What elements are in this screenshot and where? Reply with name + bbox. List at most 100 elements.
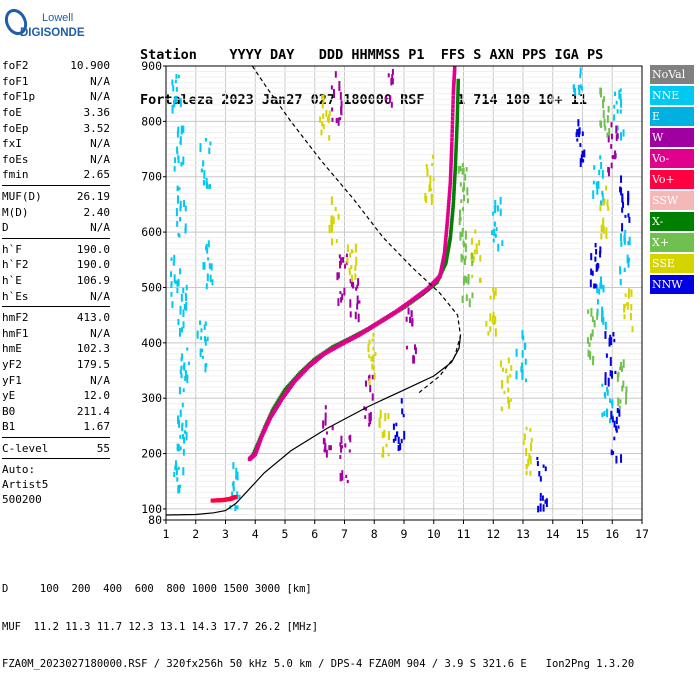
echo-mark [388,96,391,103]
echo-mark [322,94,325,104]
echo-mark [173,254,176,263]
echo-mark [327,114,330,122]
trace-mark [450,112,455,117]
trace-mark [454,145,458,150]
echo-mark [493,221,496,227]
echo-mark [619,399,622,404]
echo-mark [428,184,431,192]
echo-mark [605,227,608,231]
echo-mark [601,383,604,387]
echo-mark [339,291,342,295]
param-row: B1 1.67 [2,419,110,435]
trace-mark [455,115,460,120]
y-tick-label: 400 [141,336,162,350]
echo-mark [600,283,603,290]
trace-mark [450,133,454,138]
echo-mark [596,299,599,305]
station-header: Station YYYY DAY DDD HHMMSS P1 FFS S AXN… [140,18,603,123]
param-group-profile: hmF2 413.0 hmF1 N/A hmE 102.3 yF2 179.5 yF1 N/A yE… [2,310,110,435]
param-row: yF2 179.5 [2,357,110,373]
trace-mark [450,120,455,125]
param-row: hmF2 413.0 [2,310,110,326]
echo-mark [529,455,532,465]
echo-mark [525,470,528,476]
echo-mark [462,255,465,260]
echo-mark [613,104,616,109]
param-name: MUF(D) [2,190,42,204]
echo-mark [521,369,524,377]
echo-mark [340,297,343,303]
echo-mark [613,420,616,428]
trace-mark [447,243,451,248]
echo-mark [489,295,492,300]
echo-mark [177,415,180,425]
echo-mark [507,396,510,404]
y-tick-label: 700 [141,170,162,184]
echo-mark [620,187,623,196]
echo-mark [493,291,496,300]
echo-mark [179,200,182,209]
echo-mark [627,190,630,200]
echo-mark [539,492,542,498]
echo-mark [322,113,325,120]
echo-mark [592,356,595,366]
echo-mark [605,408,608,418]
echo-mark [499,196,502,205]
echo-mark [487,331,490,336]
trace-mark [444,260,448,265]
echo-mark [471,292,474,299]
echo-mark [538,471,541,477]
echo-mark [413,344,416,351]
echo-mark [603,392,606,397]
echo-mark [515,372,518,380]
param-value: N/A [90,289,110,303]
echo-mark [601,314,604,323]
trace-mark [447,239,452,244]
echo-mark [186,347,189,351]
trace-mark [447,241,451,246]
echo-mark [176,287,179,294]
echo-mark [432,177,435,182]
echo-mark [601,412,604,418]
echo-mark [611,399,614,409]
param-row: hmF1 N/A [2,326,110,342]
echo-mark [176,185,179,192]
echo-mark [465,294,468,302]
x-tick-label: 5 [282,527,289,541]
echo-mark [578,86,581,94]
echo-mark [183,200,186,208]
echo-mark [468,298,471,308]
trace-mark [444,230,449,235]
echo-mark [626,306,629,310]
param-row: hmE 102.3 [2,341,110,357]
echo-mark [603,118,606,128]
echo-mark [622,380,625,388]
x-tick-label: 14 [546,527,560,541]
footer-muf: MUF 11.2 11.3 11.7 12.3 13.1 14.3 17.7 2… [2,620,319,633]
echo-mark [430,188,433,192]
echo-mark [390,101,393,108]
echo-mark [371,363,374,370]
param-name: foE [2,106,22,120]
trace-mark [448,170,453,175]
echo-mark [525,426,528,431]
legend-item: X- [650,212,694,231]
param-name: fxI [2,137,22,151]
echo-mark [430,199,433,206]
echo-mark [182,309,185,317]
echo-mark [335,118,338,124]
echo-mark [337,298,340,307]
echo-mark [485,320,488,327]
trace-mark [445,215,450,220]
trace-mark [442,252,447,257]
echo-mark [627,260,630,268]
echo-mark [582,159,585,163]
echo-mark [577,84,580,90]
trace-mark [451,195,456,200]
echo-mark [345,474,348,479]
echo-mark [368,378,371,386]
echo-mark [602,197,605,206]
echo-mark [476,250,479,255]
echo-mark [177,466,180,470]
param-value: 190.0 [76,242,110,256]
